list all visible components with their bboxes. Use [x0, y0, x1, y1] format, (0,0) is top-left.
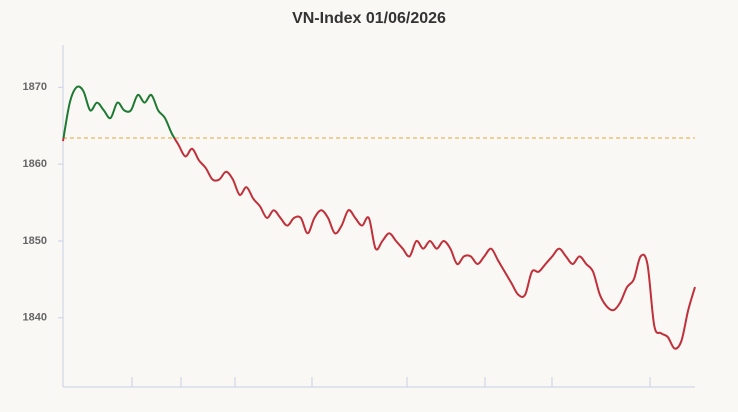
- chart-title: VN-Index 01/06/2026: [292, 10, 446, 27]
- line-below: [62, 137, 696, 350]
- y-tick-label: 1860: [23, 158, 47, 170]
- y-tick-label: 1870: [23, 81, 47, 93]
- axes: [62, 45, 695, 388]
- y-tick-label: 1840: [23, 312, 47, 324]
- line-above: [62, 85, 176, 138]
- y-tick-label: 1850: [23, 235, 47, 247]
